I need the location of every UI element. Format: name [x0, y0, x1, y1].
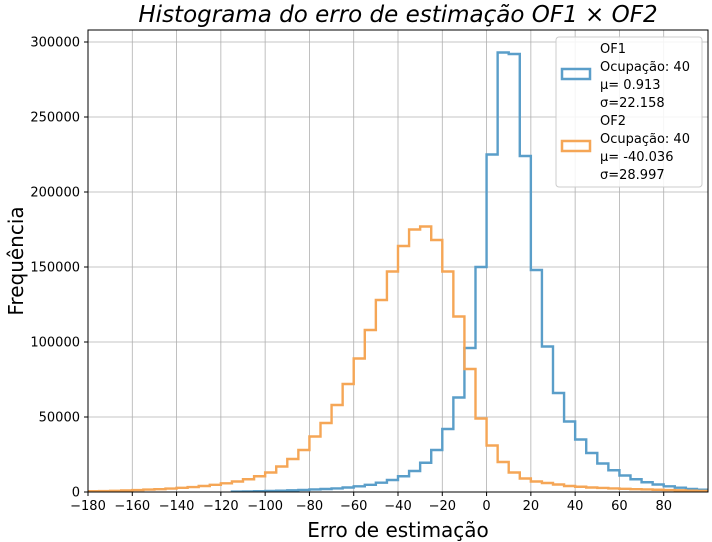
series-of1-steps	[230, 51, 708, 492]
x-ticks: −180 −160 −140 −120 −100 −80 −60 −40 −20 0 20 40 60 8…	[70, 492, 672, 514]
y-tick-label: 0	[72, 486, 80, 501]
x-tick-label: 0	[482, 499, 490, 514]
x-tick-label: −60	[340, 499, 367, 514]
legend-label-of1: OF1	[600, 42, 626, 57]
y-tick-label: 150000	[30, 261, 80, 276]
x-tick-label: 40	[567, 499, 584, 514]
y-tick-label: 250000	[30, 111, 80, 126]
y-ticks: 0 50000 100000 150000 200000 250000 300000	[30, 36, 88, 501]
x-tick-label: 60	[611, 499, 628, 514]
x-tick-label: −100	[247, 499, 283, 514]
x-tick-label: 80	[655, 499, 672, 514]
legend: OF1 Ocupação: 40 μ= 0.913 σ=22.158 OF2 O…	[555, 36, 703, 188]
x-tick-label: −120	[203, 499, 239, 514]
legend-label-of2: OF2	[600, 114, 626, 129]
legend-sigma-of1: σ=22.158	[600, 96, 665, 111]
legend-box	[555, 36, 703, 188]
legend-occupancy-of2: Ocupação: 40	[600, 132, 690, 147]
legend-sigma-of2: σ=28.997	[600, 168, 665, 183]
y-axis-title: Frequência	[4, 206, 28, 315]
x-tick-label: −180	[70, 499, 106, 514]
legend-occupancy-of1: Ocupação: 40	[600, 60, 690, 75]
legend-swatch-of2	[560, 139, 592, 153]
series-of2-steps	[88, 225, 708, 492]
x-tick-label: −140	[159, 499, 195, 514]
y-tick-label: 100000	[30, 336, 80, 351]
chart-title: Histograma do erro de estimação OF1 × OF…	[138, 2, 657, 28]
y-tick-label: 50000	[39, 411, 80, 426]
x-axis-title: Erro de estimação	[307, 518, 489, 542]
legend-swatch-of1	[560, 67, 592, 81]
x-tick-label: −80	[296, 499, 323, 514]
y-tick-label: 200000	[30, 186, 80, 201]
x-tick-label: −20	[429, 499, 456, 514]
x-tick-label: −160	[114, 499, 150, 514]
x-tick-label: 20	[523, 499, 540, 514]
y-tick-label: 300000	[30, 36, 80, 51]
x-tick-label: −40	[384, 499, 411, 514]
legend-mean-of2: μ= -40.036	[600, 150, 673, 165]
legend-mean-of1: μ= 0.913	[600, 78, 661, 93]
series-layer	[88, 51, 708, 492]
